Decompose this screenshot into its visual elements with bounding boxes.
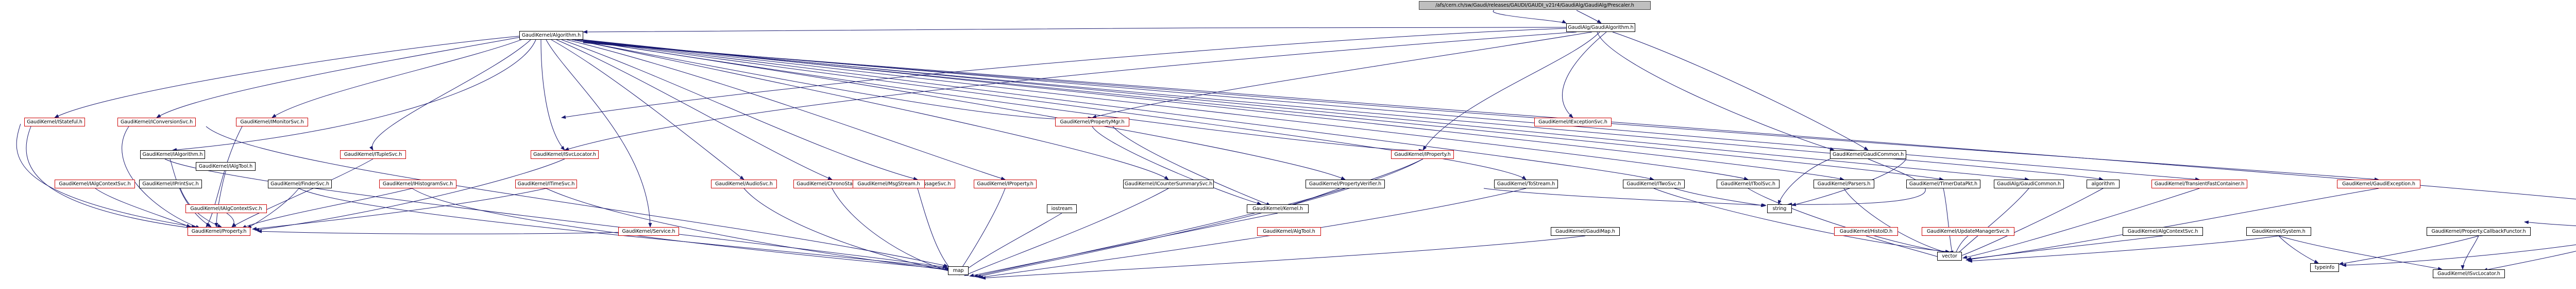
node-gaudikernel-imonitorsvc[interactable]: GaudiKernel/IMonitorSvc.h xyxy=(236,118,308,126)
node-gaudikernel-gaudimap[interactable]: GaudiKernel/GaudiMap.h xyxy=(1551,227,1620,236)
node-root-prescaler[interactable]: /afs/cern.ch/sw/Gaudi/releases/GAUDI/GAU… xyxy=(1419,1,1651,10)
node-gaudikernel-itimesvc[interactable]: GaudiKernel/ITimeSvc.h xyxy=(515,180,577,188)
node-gaudikernel-algtool[interactable]: GaudiKernel/AlgTool.h xyxy=(1257,227,1321,236)
node-gaudikernel-iproperty-mid[interactable]: GaudiKernel/IProperty.h xyxy=(974,180,1037,188)
node-gaudikernel-service[interactable]: GaudiKernel/Service.h xyxy=(618,227,679,236)
node-gaudikernel-iprintsvc[interactable]: GaudiKernel/IPrintSvc.h xyxy=(139,180,202,188)
node-gaudikernel-isvclocator-bottom[interactable]: GaudiKernel/ISvcLocator.h xyxy=(2433,269,2505,278)
node-string-std[interactable]: string xyxy=(1767,204,1792,213)
node-vector-std[interactable]: vector xyxy=(1937,252,1962,261)
node-gaudikernel-ituplesvc[interactable]: GaudiKernel/ITupleSvc.h xyxy=(340,150,406,159)
node-gaudikernel-gaudicommon[interactable]: GaudiKernel/GaudiCommon.h xyxy=(1830,150,1906,159)
node-gaudikernel-propertyverifier[interactable]: GaudiKernel/PropertyVerifier.h xyxy=(1306,180,1385,188)
node-gaudikernel-icountersummarysvc[interactable]: GaudiKernel/ICounterSummarySvc.h xyxy=(1123,180,1214,188)
node-gaudikernel-ialgtool[interactable]: GaudiKernel/IAlgTool.h xyxy=(196,162,256,171)
node-gaudikernel-itoolsvc[interactable]: GaudiKernel/IToolSvc.h xyxy=(1717,180,1780,188)
node-gaudikernel-tostream[interactable]: GaudiKernel/ToStream.h xyxy=(1494,180,1558,188)
node-gaudikernel-updatemanagersvc[interactable]: GaudiKernel/UpdateManagerSvc.h xyxy=(1922,227,2014,236)
node-gaudikernel-system[interactable]: GaudiKernel/System.h xyxy=(2246,227,2311,236)
node-gaudikernel-itwosvc[interactable]: GaudiKernel/ITwoSvc.h xyxy=(1623,180,1685,188)
node-gaudikernel-ialgcontextsvc-far-left[interactable]: GaudiKernel/IAlgContextSvc.h xyxy=(55,180,135,188)
node-gaudialg-gaudicommon[interactable]: GaudiAlg/GaudiCommon.h xyxy=(1994,180,2064,188)
node-gaudikernel-gaudiexception[interactable]: GaudiKernel/GaudiException.h xyxy=(2337,180,2420,188)
node-gaudikernel-ihistogramsvc[interactable]: GaudiKernel/IHistogramSvc.h xyxy=(379,180,456,188)
node-gaudikernel-property-left[interactable]: GaudiKernel/Property.h xyxy=(188,227,250,236)
node-gaudikernel-histoid[interactable]: GaudiKernel/HistoID.h xyxy=(1834,227,1898,236)
node-gaudikernel-propertymgr[interactable]: GaudiKernel/PropertyMgr.h xyxy=(1055,118,1129,126)
node-gaudikernel-transientfastcontainer[interactable]: GaudiKernel/TransientFastContainer.h xyxy=(2151,180,2247,188)
node-gaudikernel-audiosvc[interactable]: GaudiKernel/AudioSvc.h xyxy=(711,180,777,188)
node-algorithm-std[interactable]: algorithm xyxy=(2087,180,2120,188)
node-gaudikernel-timerdatapkt[interactable]: GaudiKernel/TimerDataPkt.h xyxy=(1906,180,1980,188)
node-gaudikernel-kernel[interactable]: GaudiKernel/Kernel.h xyxy=(1247,204,1309,213)
node-gaudikernel-iconversionsvc[interactable]: GaudiKernel/IConversionSvc.h xyxy=(117,118,196,126)
node-gaudikernel-iexceptionsvc[interactable]: GaudiKernel/IExceptionSvc.h xyxy=(1534,118,1612,126)
node-gaudialg-gaudialgorithm[interactable]: GaudiAlg/GaudiAlgorithm.h xyxy=(1566,23,1635,32)
node-gaudikernel-findersvc[interactable]: GaudiKernel/FinderSvc.h xyxy=(268,180,332,188)
node-iostream-std[interactable]: iostream xyxy=(1047,204,1077,213)
node-typeinfo-std[interactable]: typeinfo xyxy=(2310,263,2339,272)
node-gaudikernel-iproperty-top[interactable]: GaudiKernel/IProperty.h xyxy=(1391,150,1454,159)
node-gaudikernel-isvclocator[interactable]: GaudiKernel/ISvcLocator.h xyxy=(531,150,599,159)
node-gaudikernel-istateful[interactable]: GaudiKernel/IStateful.h xyxy=(24,118,85,126)
node-gaudikernel-algorithm[interactable]: GaudiKernel/Algorithm.h xyxy=(519,31,583,40)
node-gaudikernel-algcontextsvc[interactable]: GaudiKernel/AlgContextSvc.h xyxy=(2123,227,2203,236)
node-gaudikernel-ialgorithm[interactable]: GaudiKernel/IAlgorithm.h xyxy=(140,150,205,159)
node-gaudikernel-property-callbackfunctor[interactable]: GaudiKernel/Property.CallbackFunctor.h xyxy=(2427,227,2531,236)
node-gaudikernel-parsers[interactable]: GaudiKernel/Parsers.h xyxy=(1814,180,1874,188)
node-gaudikernel-ialgcontextsvc-left[interactable]: GaudiKernel/IAlgContextSvc.h xyxy=(185,204,267,213)
node-gaudikernel-msgstream[interactable]: GaudiKernel/MsgStream.h xyxy=(853,180,925,188)
node-map-std[interactable]: map xyxy=(948,266,969,275)
